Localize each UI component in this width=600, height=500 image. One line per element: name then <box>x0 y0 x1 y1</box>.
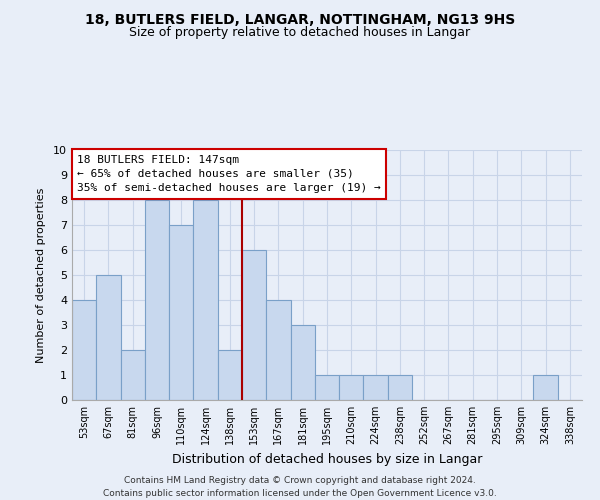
X-axis label: Distribution of detached houses by size in Langar: Distribution of detached houses by size … <box>172 452 482 466</box>
Text: Contains public sector information licensed under the Open Government Licence v3: Contains public sector information licen… <box>103 489 497 498</box>
Bar <box>315 375 339 400</box>
Text: 18, BUTLERS FIELD, LANGAR, NOTTINGHAM, NG13 9HS: 18, BUTLERS FIELD, LANGAR, NOTTINGHAM, N… <box>85 12 515 26</box>
Text: Size of property relative to detached houses in Langar: Size of property relative to detached ho… <box>130 26 470 39</box>
Text: 18 BUTLERS FIELD: 147sqm
← 65% of detached houses are smaller (35)
35% of semi-d: 18 BUTLERS FIELD: 147sqm ← 65% of detach… <box>77 155 381 193</box>
Bar <box>388 375 412 400</box>
Bar <box>242 250 266 400</box>
Bar <box>145 200 169 400</box>
Bar <box>121 350 145 400</box>
Bar <box>533 375 558 400</box>
Bar <box>339 375 364 400</box>
Text: Contains HM Land Registry data © Crown copyright and database right 2024.: Contains HM Land Registry data © Crown c… <box>124 476 476 485</box>
Y-axis label: Number of detached properties: Number of detached properties <box>36 188 46 362</box>
Bar <box>96 275 121 400</box>
Bar <box>169 225 193 400</box>
Bar <box>266 300 290 400</box>
Bar <box>72 300 96 400</box>
Bar <box>193 200 218 400</box>
Bar <box>364 375 388 400</box>
Bar <box>290 325 315 400</box>
Bar <box>218 350 242 400</box>
